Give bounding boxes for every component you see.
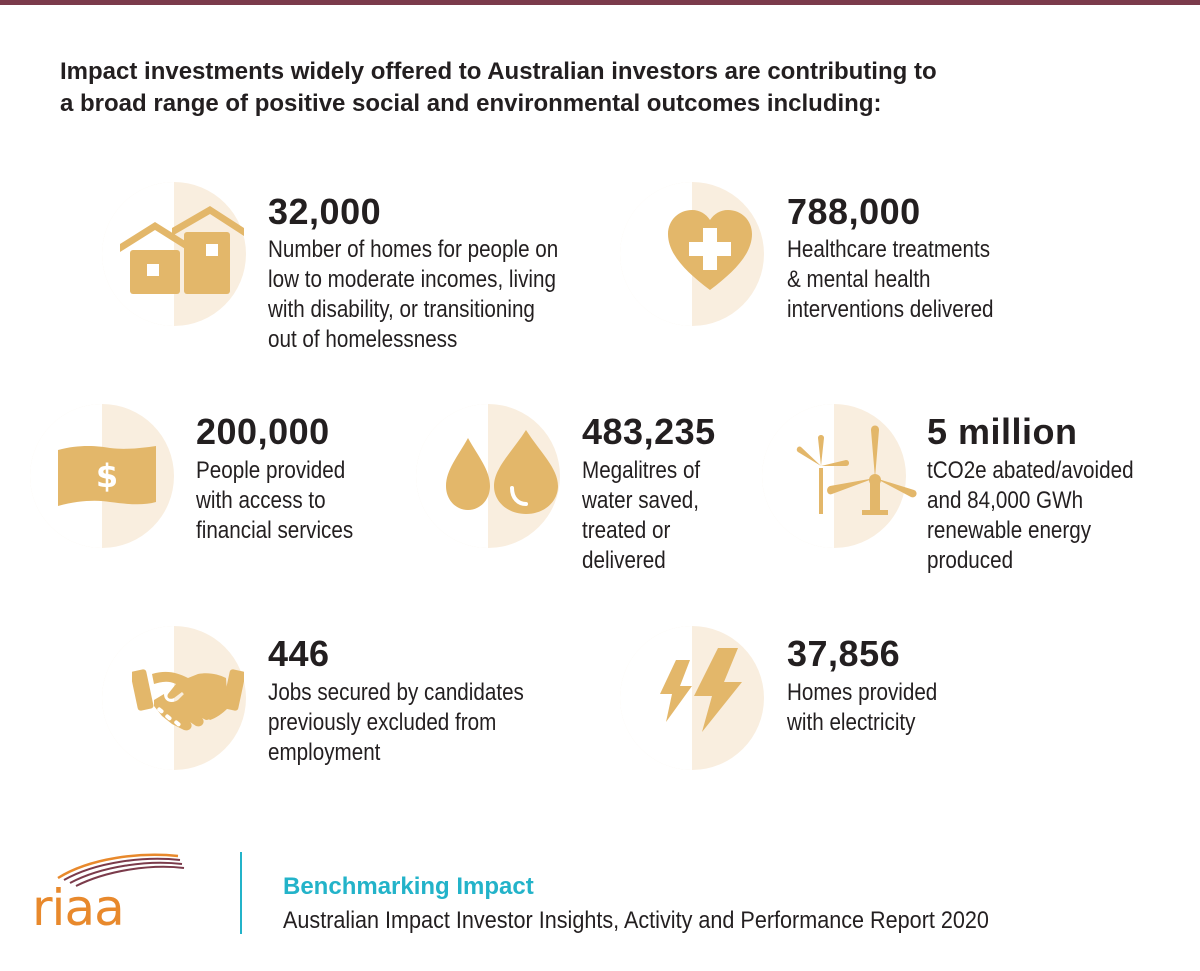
desc-line: interventions delivered: [787, 296, 994, 323]
stat-value: 483,235: [582, 411, 716, 452]
desc-line: People provided: [196, 457, 346, 484]
desc-line: financial services: [196, 517, 354, 544]
stat-value: 5 million: [927, 411, 1078, 452]
riaa-logo-text: riaa: [32, 879, 125, 937]
icon-disc: [620, 626, 764, 770]
footer-divider: [240, 852, 242, 934]
desc-line: delivered: [582, 547, 666, 574]
stat-value: 32,000: [268, 191, 382, 232]
headline: Impact investments widely offered to Aus…: [60, 56, 1160, 120]
desc-line: low to moderate incomes, living: [268, 266, 556, 293]
headline-line-2: a broad range of positive social and env…: [60, 90, 882, 117]
desc-line: with disability, or transitioning: [268, 296, 535, 323]
stat-description: Jobs secured by candidates previously ex…: [268, 678, 524, 768]
heart-cross-icon: [668, 210, 752, 290]
stat-description: Healthcare treatments & mental health in…: [787, 235, 994, 325]
banknote-icon: $: [58, 446, 156, 506]
top-accent-bar: [0, 0, 1200, 5]
desc-line: Number of homes for people on: [268, 236, 559, 263]
lightning-icon: [660, 648, 742, 732]
stat-value: 788,000: [787, 191, 921, 232]
desc-line: out of homelessness: [268, 326, 458, 353]
stat-description: People provided with access to financial…: [196, 456, 353, 546]
desc-line: Megalitres of: [582, 457, 701, 484]
desc-line: and 84,000 GWh: [927, 487, 1084, 514]
water-drops-icon: [446, 430, 558, 514]
footer-subtitle: Australian Impact Investor Insights, Act…: [283, 907, 989, 934]
stat-description: Homes provided with electricity: [787, 678, 937, 738]
stat-value: 446: [268, 633, 330, 674]
desc-line: & mental health: [787, 266, 931, 293]
houses-icon: [120, 206, 244, 294]
desc-line: tCO2e abated/avoided: [927, 457, 1134, 484]
desc-line: employment: [268, 739, 381, 766]
desc-line: with electricity: [787, 709, 916, 736]
desc-line: Homes provided: [787, 679, 938, 706]
stat-description: Megalitres of water saved, treated or de…: [582, 456, 700, 576]
svg-text:$: $: [96, 457, 118, 495]
icon-disc: [762, 404, 906, 548]
desc-line: Healthcare treatments: [787, 236, 991, 263]
desc-line: Jobs secured by candidates: [268, 679, 524, 706]
handshake-icon: [132, 669, 244, 731]
stat-description: tCO2e abated/avoided and 84,000 GWh rene…: [927, 456, 1134, 576]
desc-line: water saved,: [582, 487, 700, 514]
desc-line: treated or: [582, 517, 671, 544]
riaa-logo-swoosh-icon: [57, 853, 185, 887]
stat-value: 200,000: [196, 411, 330, 452]
stat-description: Number of homes for people on low to mod…: [268, 235, 558, 355]
headline-line-1: Impact investments widely offered to Aus…: [60, 58, 937, 85]
wind-turbine-icon: [796, 425, 917, 515]
desc-line: renewable energy: [927, 517, 1092, 544]
desc-line: previously excluded from: [268, 709, 497, 736]
footer-title: Benchmarking Impact: [283, 873, 534, 900]
stat-value: 37,856: [787, 633, 901, 674]
desc-line: with access to: [196, 487, 326, 514]
desc-line: produced: [927, 547, 1014, 574]
